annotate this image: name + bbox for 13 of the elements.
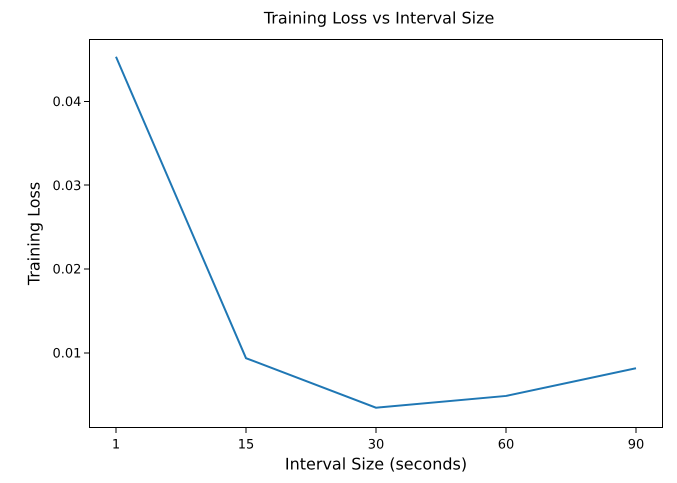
x-tick-label: 30 xyxy=(368,438,384,453)
y-axis-title: Training Loss xyxy=(24,182,44,286)
line-series xyxy=(115,56,637,409)
x-axis-title: Interval Size (seconds) xyxy=(284,454,468,474)
chart-title: Training Loss vs Interval Size xyxy=(262,8,494,28)
x-tick-label: 90 xyxy=(628,438,644,453)
x-tick-label: 1 xyxy=(112,438,120,453)
x-tick-label: 60 xyxy=(498,438,514,453)
x-tick-label: 15 xyxy=(238,438,254,453)
y-tick-label: 0.03 xyxy=(52,178,82,194)
y-tick-label: 0.01 xyxy=(52,346,82,362)
y-tick-label: 0.02 xyxy=(52,262,82,278)
y-tick-label: 0.04 xyxy=(52,94,82,110)
